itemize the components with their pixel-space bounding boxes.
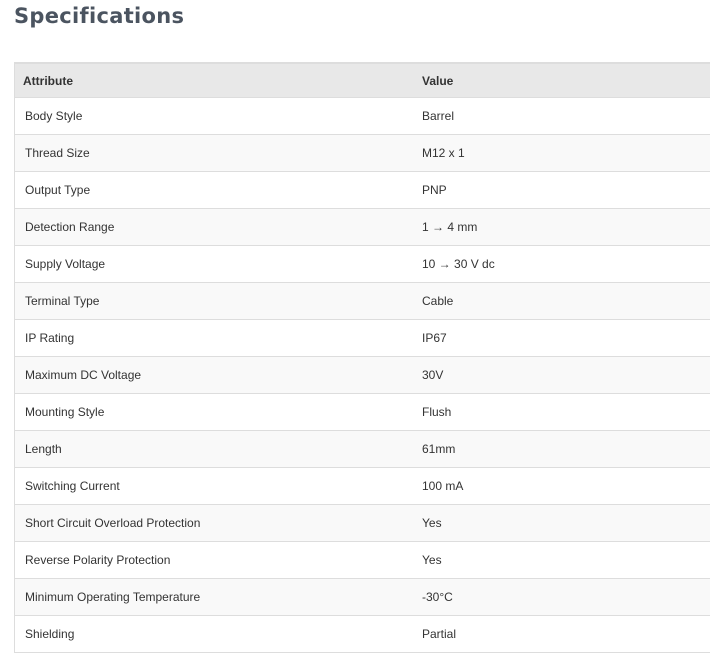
- cell-attribute: Reverse Polarity Protection: [14, 541, 403, 579]
- table-row: Reverse Polarity Protection Yes: [14, 541, 710, 579]
- header-attribute: Attribute: [14, 62, 403, 98]
- cell-value: Yes: [403, 504, 710, 542]
- table-row: Maximum DC Voltage 30V: [14, 356, 710, 394]
- cell-attribute: Minimum Operating Temperature: [14, 578, 403, 616]
- cell-attribute: Output Type: [14, 171, 403, 209]
- table-header: Attribute Value: [14, 62, 710, 98]
- table-row: Mounting Style Flush: [14, 393, 710, 431]
- cell-attribute: Supply Voltage: [14, 245, 403, 283]
- table-row: Output Type PNP: [14, 171, 710, 209]
- cell-value: M12 x 1: [403, 134, 710, 172]
- table-row: IP Rating IP67: [14, 319, 710, 357]
- cell-attribute: Length: [14, 430, 403, 468]
- table-row: Thread Size M12 x 1: [14, 134, 710, 172]
- cell-value: Barrel: [403, 97, 710, 135]
- cell-attribute: Detection Range: [14, 208, 403, 246]
- cell-value: Flush: [403, 393, 710, 431]
- cell-attribute: Body Style: [14, 97, 403, 135]
- table-row: Body Style Barrel: [14, 97, 710, 135]
- cell-value: Partial: [403, 615, 710, 653]
- table-row: Switching Current 100 mA: [14, 467, 710, 505]
- header-value: Value: [403, 62, 710, 98]
- cell-attribute: Shielding: [14, 615, 403, 653]
- cell-attribute: Maximum DC Voltage: [14, 356, 403, 394]
- cell-attribute: Thread Size: [14, 134, 403, 172]
- cell-value: IP67: [403, 319, 710, 357]
- cell-value: 30V: [403, 356, 710, 394]
- table-row: Length 61mm: [14, 430, 710, 468]
- cell-attribute: Switching Current: [14, 467, 403, 505]
- table-row: Supply Voltage 10 → 30 V dc: [14, 245, 710, 283]
- table-row: Minimum Operating Temperature -30°C: [14, 578, 710, 616]
- cell-attribute: Mounting Style: [14, 393, 403, 431]
- cell-attribute: Short Circuit Overload Protection: [14, 504, 403, 542]
- cell-value: Yes: [403, 541, 710, 579]
- specifications-table: Attribute Value Body Style Barrel Thread S…: [14, 62, 710, 653]
- page-title: Specifications: [14, 4, 185, 28]
- cell-value: -30°C: [403, 578, 710, 616]
- cell-value: 10 → 30 V dc: [403, 245, 710, 283]
- cell-value: Cable: [403, 282, 710, 320]
- cell-value: 61mm: [403, 430, 710, 468]
- table-row: Terminal Type Cable: [14, 282, 710, 320]
- cell-value: PNP: [403, 171, 710, 209]
- cell-value: 1 → 4 mm: [403, 208, 710, 246]
- table-row: Detection Range 1 → 4 mm: [14, 208, 710, 246]
- cell-value: 100 mA: [403, 467, 710, 505]
- table-row: Shielding Partial: [14, 615, 710, 653]
- table-row: Short Circuit Overload Protection Yes: [14, 504, 710, 542]
- cell-attribute: Terminal Type: [14, 282, 403, 320]
- cell-attribute: IP Rating: [14, 319, 403, 357]
